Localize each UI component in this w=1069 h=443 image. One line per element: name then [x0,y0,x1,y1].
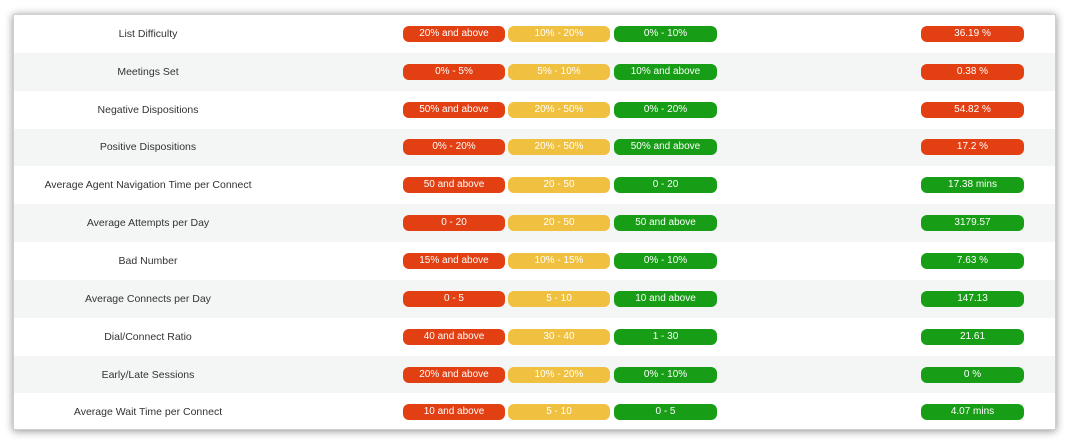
threshold-red-badge: 40 and above [403,328,505,345]
metric-value-badge: 21.61 [921,328,1024,345]
threshold-yellow-badge: 20 - 50 [508,177,610,194]
metric-row-early-late-sessions: Early/Late Sessions 20% and above 10% - … [14,355,1055,394]
metric-name: Dial/Connect Ratio [104,330,192,343]
threshold-green-badge: 0% - 10% [614,25,717,42]
threshold-green-badge: 50% and above [614,139,717,156]
metric-value-badge: 0 % [921,366,1024,383]
threshold-yellow-badge: 20% - 50% [508,139,610,156]
threshold-red-badge: 50 and above [403,177,505,194]
metric-name: Average Attempts per Day [86,217,210,230]
threshold-green-badge: 0 - 5 [614,404,717,421]
threshold-yellow-badge: 10% - 15% [508,252,610,269]
metric-name: Positive Dispositions [99,141,197,154]
threshold-red-badge: 0 - 20 [403,215,505,232]
threshold-red-badge: 20% and above [403,25,505,42]
metric-name: Average Agent Navigation Time per Connec… [44,179,252,192]
threshold-red-badge: 15% and above [403,252,505,269]
threshold-yellow-badge: 10% - 20% [508,25,610,42]
threshold-green-badge: 0% - 10% [614,252,717,269]
metric-row-positive-dispositions: Positive Dispositions 0% - 20% 20% - 50%… [14,128,1055,167]
metric-name: Bad Number [118,254,178,267]
threshold-green-badge: 10 and above [614,290,717,307]
threshold-green-badge: 0 - 20 [614,177,717,194]
threshold-yellow-badge: 5% - 10% [508,63,610,80]
threshold-green-badge: 1 - 30 [614,328,717,345]
threshold-red-badge: 50% and above [403,101,505,118]
threshold-red-badge: 0% - 5% [403,63,505,80]
metric-row-list-difficulty: List Difficulty 20% and above 10% - 20% … [14,15,1055,53]
metric-value-badge: 0.38 % [921,63,1024,80]
metric-name: List Difficulty [118,27,178,40]
metric-row-dial-connect-ratio: Dial/Connect Ratio 40 and above 30 - 40 … [14,318,1055,356]
threshold-yellow-badge: 10% - 20% [508,366,610,383]
metric-value-badge: 36.19 % [921,25,1024,42]
metrics-table: List Difficulty 20% and above 10% - 20% … [13,14,1056,430]
threshold-yellow-badge: 5 - 10 [508,290,610,307]
threshold-yellow-badge: 20% - 50% [508,101,610,118]
metric-row-agent-navigation-time: Average Agent Navigation Time per Connec… [14,166,1055,204]
metric-value-badge: 54.82 % [921,101,1024,118]
metric-value-badge: 17.38 mins [921,177,1024,194]
threshold-red-badge: 20% and above [403,366,505,383]
metric-value-badge: 17.2 % [921,139,1024,156]
threshold-green-badge: 10% and above [614,63,717,80]
metric-name: Average Wait Time per Connect [73,406,223,419]
metric-row-connects-per-day: Average Connects per Day 0 - 5 5 - 10 10… [14,279,1055,318]
threshold-green-badge: 50 and above [614,215,717,232]
metric-row-wait-time-per-connect: Average Wait Time per Connect 10 and abo… [14,393,1055,429]
metric-row-attempts-per-day: Average Attempts per Day 0 - 20 20 - 50 … [14,204,1055,243]
threshold-yellow-badge: 30 - 40 [508,328,610,345]
threshold-yellow-badge: 20 - 50 [508,215,610,232]
metric-name: Average Connects per Day [85,292,211,305]
metric-value-badge: 7.63 % [921,252,1024,269]
metric-name: Negative Dispositions [97,103,199,116]
metric-row-bad-number: Bad Number 15% and above 10% - 15% 0% - … [14,242,1055,280]
metric-name: Meetings Set [117,65,179,78]
threshold-red-badge: 10 and above [403,404,505,421]
metric-row-meetings-set: Meetings Set 0% - 5% 5% - 10% 10% and ab… [14,52,1055,91]
metric-value-badge: 147.13 [921,290,1024,307]
threshold-green-badge: 0% - 10% [614,366,717,383]
metric-row-negative-dispositions: Negative Dispositions 50% and above 20% … [14,91,1055,129]
metric-value-badge: 3179.57 [921,215,1024,232]
threshold-yellow-badge: 5 - 10 [508,404,610,421]
threshold-green-badge: 0% - 20% [614,101,717,118]
threshold-red-badge: 0% - 20% [403,139,505,156]
metric-value-badge: 4.07 mins [921,404,1024,421]
threshold-red-badge: 0 - 5 [403,290,505,307]
metric-name: Early/Late Sessions [101,368,195,381]
